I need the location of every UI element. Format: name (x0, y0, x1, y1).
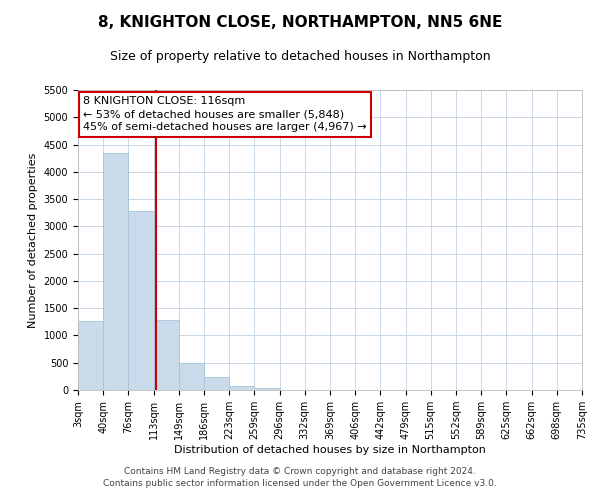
Bar (179, 364, 204, 390)
Bar (78, 320, 103, 390)
X-axis label: Distribution of detached houses by size in Northampton: Distribution of detached houses by size … (174, 445, 486, 455)
Bar (254, 388, 280, 390)
Bar (103, 154, 128, 390)
Text: Contains HM Land Registry data © Crown copyright and database right 2024.
Contai: Contains HM Land Registry data © Crown c… (103, 466, 497, 487)
Bar (128, 211, 154, 390)
Bar (204, 377, 229, 390)
Text: 8, KNIGHTON CLOSE, NORTHAMPTON, NN5 6NE: 8, KNIGHTON CLOSE, NORTHAMPTON, NN5 6NE (98, 15, 502, 30)
Bar (229, 386, 254, 390)
Y-axis label: Number of detached properties: Number of detached properties (28, 152, 38, 328)
Bar (154, 320, 179, 390)
Text: 8 KNIGHTON CLOSE: 116sqm
← 53% of detached houses are smaller (5,848)
45% of sem: 8 KNIGHTON CLOSE: 116sqm ← 53% of detach… (83, 96, 367, 132)
Text: Size of property relative to detached houses in Northampton: Size of property relative to detached ho… (110, 50, 490, 63)
